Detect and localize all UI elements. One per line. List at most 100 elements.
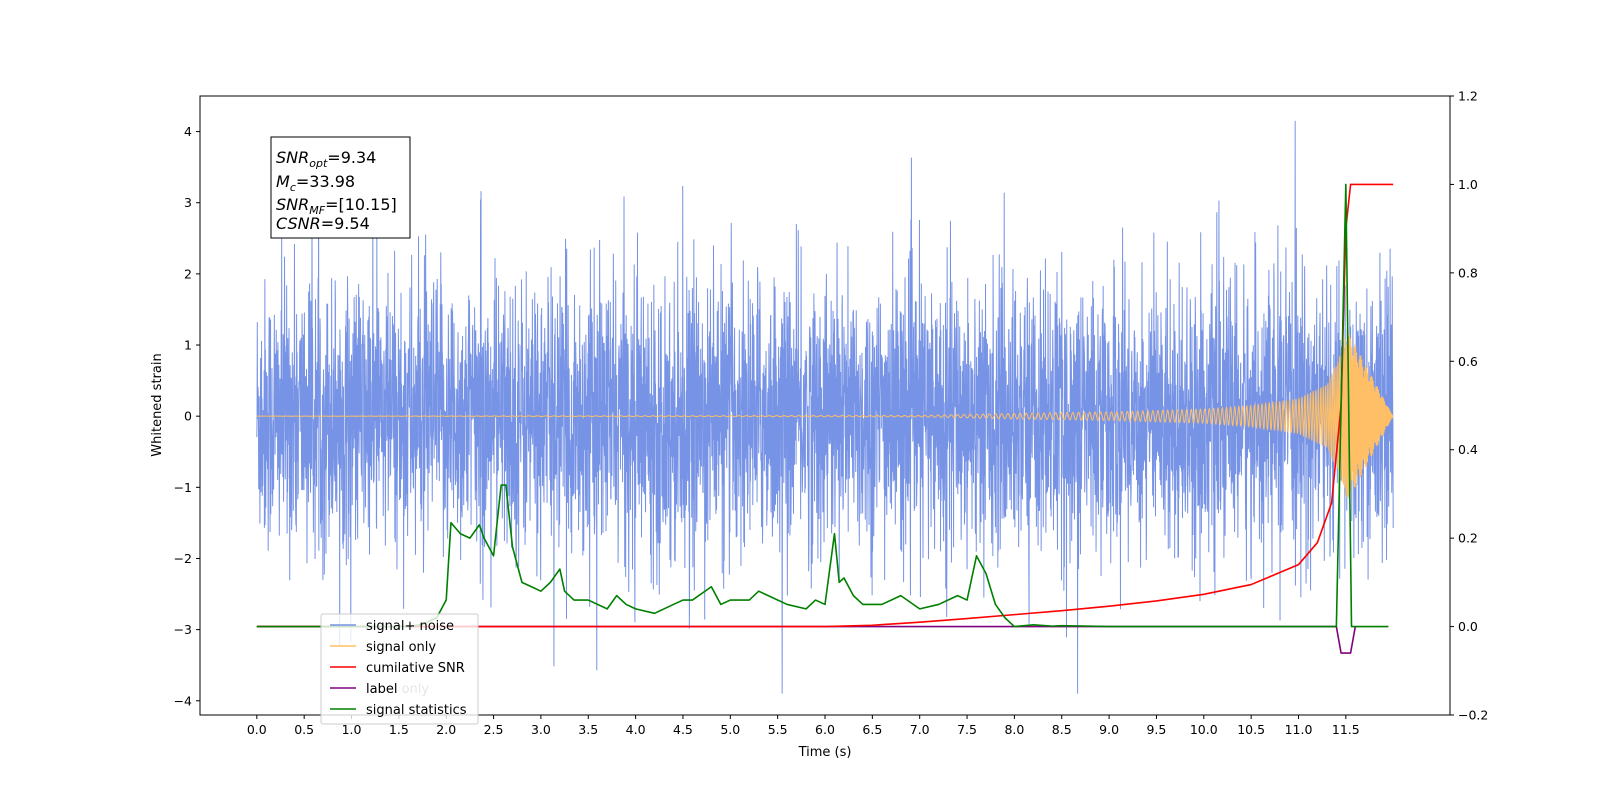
annotation-chirp-mass: Mc=33.98 bbox=[276, 172, 355, 194]
x-tick: 5.0 bbox=[720, 715, 740, 737]
legend-entry-signal-noise: signal+ noise bbox=[330, 619, 454, 634]
y-tick: 0 bbox=[184, 409, 200, 424]
x-tick-label: 5.0 bbox=[720, 722, 740, 737]
x-tick: 3.0 bbox=[531, 715, 551, 737]
x-tick-label: 0.0 bbox=[247, 722, 267, 737]
x-tick-label: 9.5 bbox=[1146, 722, 1166, 737]
x-tick-label: 2.5 bbox=[484, 722, 504, 737]
y-tick: −4 bbox=[174, 693, 200, 708]
annotation-box: SNRopt=9.34 Mc=33.98 SNRMF=[10.15] CSNR=… bbox=[270, 136, 411, 239]
y2-tick-label: 0.8 bbox=[1458, 265, 1478, 280]
annotation-snr-opt: SNRopt=9.34 bbox=[276, 148, 376, 170]
x-tick: 10.0 bbox=[1190, 715, 1218, 737]
x-tick-label: 6.5 bbox=[862, 722, 882, 737]
legend-entry-label-only: label only bbox=[366, 682, 429, 697]
x-tick: 10.5 bbox=[1237, 715, 1265, 737]
legend-entry-signal-statistics: signal statistics bbox=[330, 703, 467, 718]
y-tick-label: −2 bbox=[174, 551, 192, 566]
y-tick: 4 bbox=[184, 124, 200, 139]
x-tick-label: 6.0 bbox=[815, 722, 835, 737]
series-label bbox=[256, 625, 1357, 654]
y-tick-label: −4 bbox=[174, 693, 192, 708]
y2-tick-label: 0.2 bbox=[1458, 531, 1478, 546]
y-tick: 3 bbox=[184, 195, 200, 210]
y2-tick: 1.2 bbox=[1450, 89, 1478, 104]
x-tick-label: 3.5 bbox=[578, 722, 598, 737]
x-tick: 7.5 bbox=[957, 715, 977, 737]
y-tick-label: 4 bbox=[184, 124, 192, 139]
x-tick: 4.5 bbox=[673, 715, 693, 737]
x-tick: 7.0 bbox=[910, 715, 930, 737]
x-tick-label: 2.0 bbox=[436, 722, 456, 737]
x-tick-label: 4.5 bbox=[673, 722, 693, 737]
legend-label-signal-only: signal only bbox=[366, 640, 436, 655]
y2-tick: 0.8 bbox=[1450, 265, 1478, 280]
tick-layer: 0.0 0.5 1.0 1.5 2.0 2.5 3.0 3.5 4.0 4.5 5.0 5.5 6.0 6… bbox=[174, 89, 1489, 738]
x-tick: 11.5 bbox=[1332, 715, 1360, 737]
y-tick-label: 1 bbox=[184, 338, 192, 353]
y2-tick: 1.0 bbox=[1450, 177, 1478, 192]
x-tick-label: 3.0 bbox=[531, 722, 551, 737]
x-tick-label: 1.0 bbox=[342, 722, 362, 737]
series-signal-statistics bbox=[256, 183, 1389, 628]
x-tick: 6.5 bbox=[862, 715, 882, 737]
y-tick-label: −3 bbox=[174, 622, 192, 637]
y2-tick-label: 0.4 bbox=[1458, 442, 1478, 457]
y2-tick-label: 1.2 bbox=[1458, 89, 1478, 104]
y-tick: −1 bbox=[174, 480, 200, 495]
y2-tick-label: 0.6 bbox=[1458, 354, 1478, 369]
y-tick: 2 bbox=[184, 266, 200, 281]
legend-label-label-only: label only bbox=[366, 682, 429, 697]
plot-area bbox=[256, 120, 1394, 694]
legend-entry-cumulative-snr: cumilative SNR bbox=[330, 661, 465, 676]
y-axis-label: Whitened strain bbox=[150, 353, 165, 456]
x-tick: 8.0 bbox=[1004, 715, 1024, 737]
y2-tick-label: 1.0 bbox=[1458, 177, 1478, 192]
y2-tick: 0.0 bbox=[1450, 619, 1478, 634]
x-tick-label: 9.0 bbox=[1099, 722, 1119, 737]
x-tick-label: 4.0 bbox=[626, 722, 646, 737]
y2-tick: 0.2 bbox=[1450, 531, 1478, 546]
x-tick: 6.0 bbox=[815, 715, 835, 737]
y-tick-label: −1 bbox=[174, 480, 192, 495]
legend-entry-signal-only: signal only bbox=[330, 640, 436, 655]
legend: signal+ noise signal only cumilative SNR… bbox=[320, 613, 479, 725]
annotation-snr-mf: SNRMF=[10.15] bbox=[276, 195, 397, 217]
y-tick: −3 bbox=[174, 622, 200, 637]
legend-label-cumulative-snr: cumilative SNR bbox=[366, 661, 465, 676]
y2-tick-label: −0.2 bbox=[1458, 708, 1488, 723]
x-tick: 3.5 bbox=[578, 715, 598, 737]
series-signal-only bbox=[256, 331, 1394, 499]
x-tick-label: 10.0 bbox=[1190, 722, 1218, 737]
x-tick: 9.5 bbox=[1146, 715, 1166, 737]
legend-label-signal-noise: signal+ noise bbox=[366, 619, 454, 634]
x-tick-label: 11.0 bbox=[1285, 722, 1313, 737]
y2-tick-label: 0.0 bbox=[1458, 619, 1478, 634]
x-tick: 0.5 bbox=[294, 715, 314, 737]
y-tick: −2 bbox=[174, 551, 200, 566]
x-tick-label: 11.5 bbox=[1332, 722, 1360, 737]
x-tick-label: 5.5 bbox=[768, 722, 788, 737]
legend-label-label: label bbox=[366, 682, 397, 697]
y-tick-label: 2 bbox=[184, 266, 192, 281]
x-tick: 9.0 bbox=[1099, 715, 1119, 737]
x-tick: 2.5 bbox=[484, 715, 504, 737]
y-tick-label: 3 bbox=[184, 195, 192, 210]
legend-entry-label: label bbox=[330, 682, 397, 697]
x-tick-label: 7.0 bbox=[910, 722, 930, 737]
y-tick-label: 0 bbox=[184, 409, 192, 424]
x-tick-label: 8.5 bbox=[1052, 722, 1072, 737]
y2-tick: −0.2 bbox=[1450, 708, 1488, 723]
y-tick: 1 bbox=[184, 338, 200, 353]
annotation-csnr: CSNR=9.54 bbox=[276, 214, 370, 233]
x-tick: 11.0 bbox=[1285, 715, 1313, 737]
y2-tick: 0.4 bbox=[1450, 442, 1478, 457]
x-tick: 5.5 bbox=[768, 715, 788, 737]
legend-label-signal-statistics: signal statistics bbox=[366, 703, 467, 718]
x-tick-label: 0.5 bbox=[294, 722, 314, 737]
x-tick-label: 1.5 bbox=[389, 722, 409, 737]
x-tick: 0.0 bbox=[247, 715, 267, 737]
x-tick: 8.5 bbox=[1052, 715, 1072, 737]
y2-tick: 0.6 bbox=[1450, 354, 1478, 369]
series-signal-noise bbox=[256, 120, 1394, 694]
